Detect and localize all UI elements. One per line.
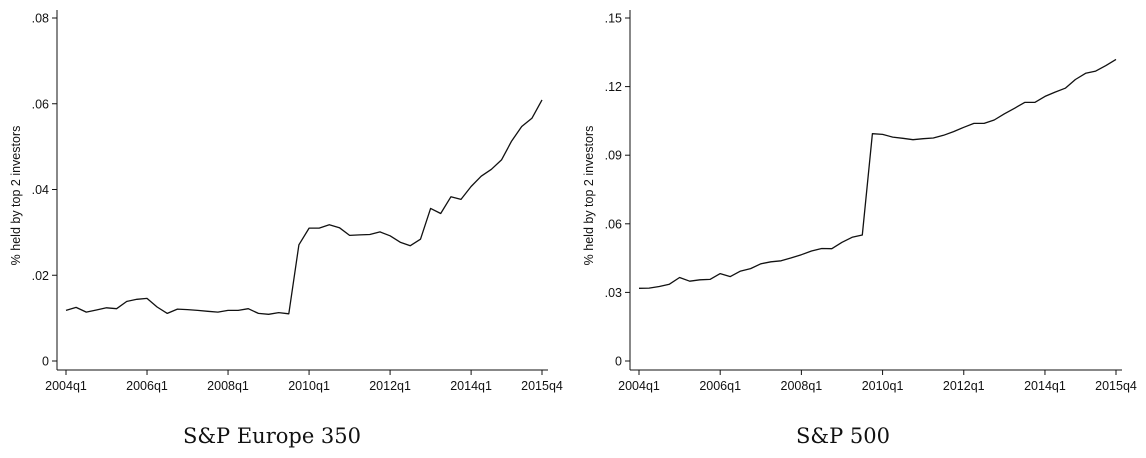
y-tick-label: .03 xyxy=(605,286,622,300)
x-tick-label: 2004q1 xyxy=(618,379,660,393)
y-axis-title: % held by top 2 investors xyxy=(582,126,596,266)
x-tick-label: 2004q1 xyxy=(45,379,87,393)
y-tick-label: .12 xyxy=(605,80,622,94)
y-tick-label: .04 xyxy=(32,183,49,197)
y-axis-title: % held by top 2 investors xyxy=(9,126,23,266)
x-tick-label: 2008q1 xyxy=(781,379,823,393)
x-tick-label: 2010q1 xyxy=(862,379,904,393)
x-tick-label: 2010q1 xyxy=(288,379,330,393)
y-tick-label: .06 xyxy=(32,97,49,111)
x-tick-label: 2008q1 xyxy=(207,379,249,393)
y-tick-label: 0 xyxy=(42,355,49,369)
x-tick-label: 2012q1 xyxy=(369,379,411,393)
x-tick-label: 2015q4 xyxy=(1095,379,1137,393)
y-tick-label: .06 xyxy=(605,217,622,231)
chart-panel-sp500: 0 .03 .06 .09 .12 .15 2004q1 2006q1 2008q1 2010q1… xyxy=(582,10,1137,393)
x-tick-label: 2006q1 xyxy=(699,379,741,393)
y-tick-label: .15 xyxy=(605,12,622,26)
y-tick-label: 0 xyxy=(615,355,622,369)
chart-panel-europe: 0 .02 .04 .06 .08 2004q1 2006q1 2008q1 2010q1 201… xyxy=(9,10,563,393)
series-line xyxy=(638,58,1117,289)
y-tick-label: .08 xyxy=(32,12,49,26)
caption-sp500: S&P 500 xyxy=(796,424,890,448)
x-tick-label: 2015q4 xyxy=(521,379,563,393)
series-line xyxy=(65,99,543,315)
y-tick-label: .02 xyxy=(32,269,49,283)
x-tick-label: 2006q1 xyxy=(126,379,168,393)
x-tick-label: 2012q1 xyxy=(943,379,985,393)
x-tick-label: 2014q1 xyxy=(1024,379,1066,393)
y-tick-label: .09 xyxy=(605,149,622,163)
x-tick-label: 2014q1 xyxy=(450,379,492,393)
caption-europe: S&P Europe 350 xyxy=(182,424,362,448)
